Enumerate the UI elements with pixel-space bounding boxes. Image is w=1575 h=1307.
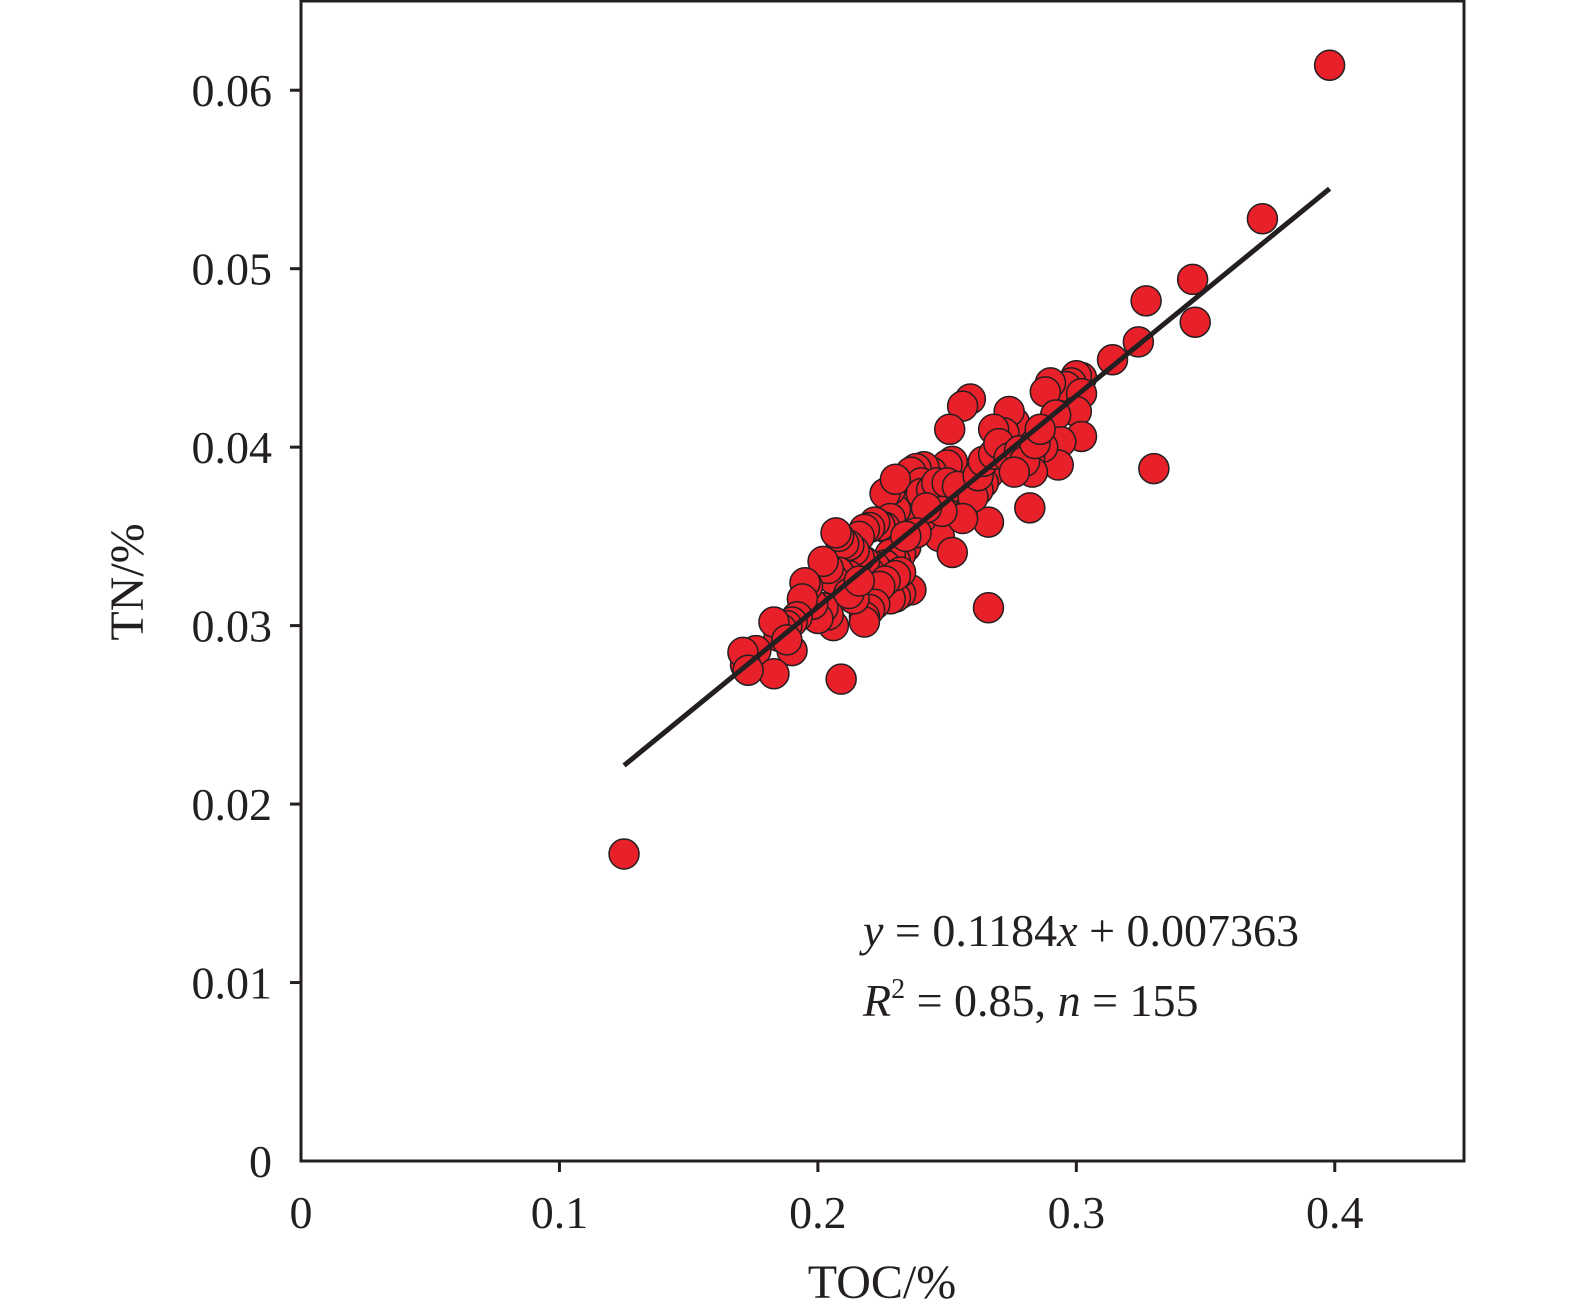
x-axis-ticks: 0 0.1 0.2 0.3 0.4 — [290, 1161, 1364, 1238]
regression-line — [622, 186, 1332, 768]
data-point — [1096, 343, 1129, 376]
data-point — [1313, 49, 1346, 81]
data-point — [1138, 452, 1170, 485]
data-point — [1246, 202, 1279, 235]
data-point — [771, 624, 803, 656]
equation-x-symbol: x — [1056, 905, 1078, 956]
data-point — [825, 663, 857, 695]
plot-frame — [299, 0, 1466, 1163]
data-point — [936, 536, 969, 569]
r-squared-symbol: R — [862, 975, 891, 1026]
x-tick-label: 0.4 — [1306, 1187, 1364, 1238]
y-tick-label: 0.05 — [192, 244, 273, 295]
data-point — [998, 456, 1031, 488]
y-tick-label: 0.02 — [192, 779, 273, 830]
y-tick-label: 0.03 — [192, 601, 273, 652]
y-tick-label: 0 — [249, 1136, 272, 1187]
y-axis-ticks: 0 0.01 0.02 0.03 0.04 0.05 0.06 — [192, 65, 301, 1187]
equation-slope: = 0.1184 — [883, 905, 1057, 956]
regression-equation: y = 0.1184x + 0.007363 — [859, 905, 1299, 956]
y-tick-label: 0.06 — [192, 65, 273, 116]
equation-intercept: + 0.007363 — [1078, 905, 1299, 956]
regression-stats: R2 = 0.85, n = 155 — [862, 974, 1199, 1026]
data-point — [1176, 263, 1209, 296]
data-point — [758, 658, 790, 690]
data-point — [820, 517, 852, 549]
data-point — [1014, 492, 1046, 524]
data-point — [1179, 306, 1211, 338]
n-value: = 155 — [1081, 975, 1199, 1026]
data-point — [972, 592, 1005, 624]
r-squared-value: = 0.85, — [905, 975, 1057, 1026]
x-tick-label: 0.3 — [1048, 1187, 1106, 1238]
y-tick-label: 0.04 — [192, 422, 273, 473]
data-point — [843, 565, 875, 597]
data-point — [807, 545, 839, 578]
equation-y-symbol: y — [859, 905, 884, 956]
y-axis-title: TN/% — [101, 523, 154, 640]
r-squared-superscript: 2 — [891, 974, 905, 1005]
x-tick-label: 0 — [290, 1187, 313, 1238]
data-point — [933, 413, 966, 446]
x-axis-title: TOC/% — [808, 1256, 956, 1307]
data-point — [608, 838, 640, 870]
data-point — [732, 654, 764, 686]
y-tick-label: 0.01 — [192, 958, 273, 1009]
data-point — [1130, 285, 1162, 317]
x-tick-label: 0.2 — [789, 1187, 847, 1238]
n-symbol: n — [1058, 975, 1081, 1026]
data-points — [608, 49, 1346, 870]
x-tick-label: 0.1 — [531, 1187, 589, 1238]
data-point — [879, 463, 912, 496]
